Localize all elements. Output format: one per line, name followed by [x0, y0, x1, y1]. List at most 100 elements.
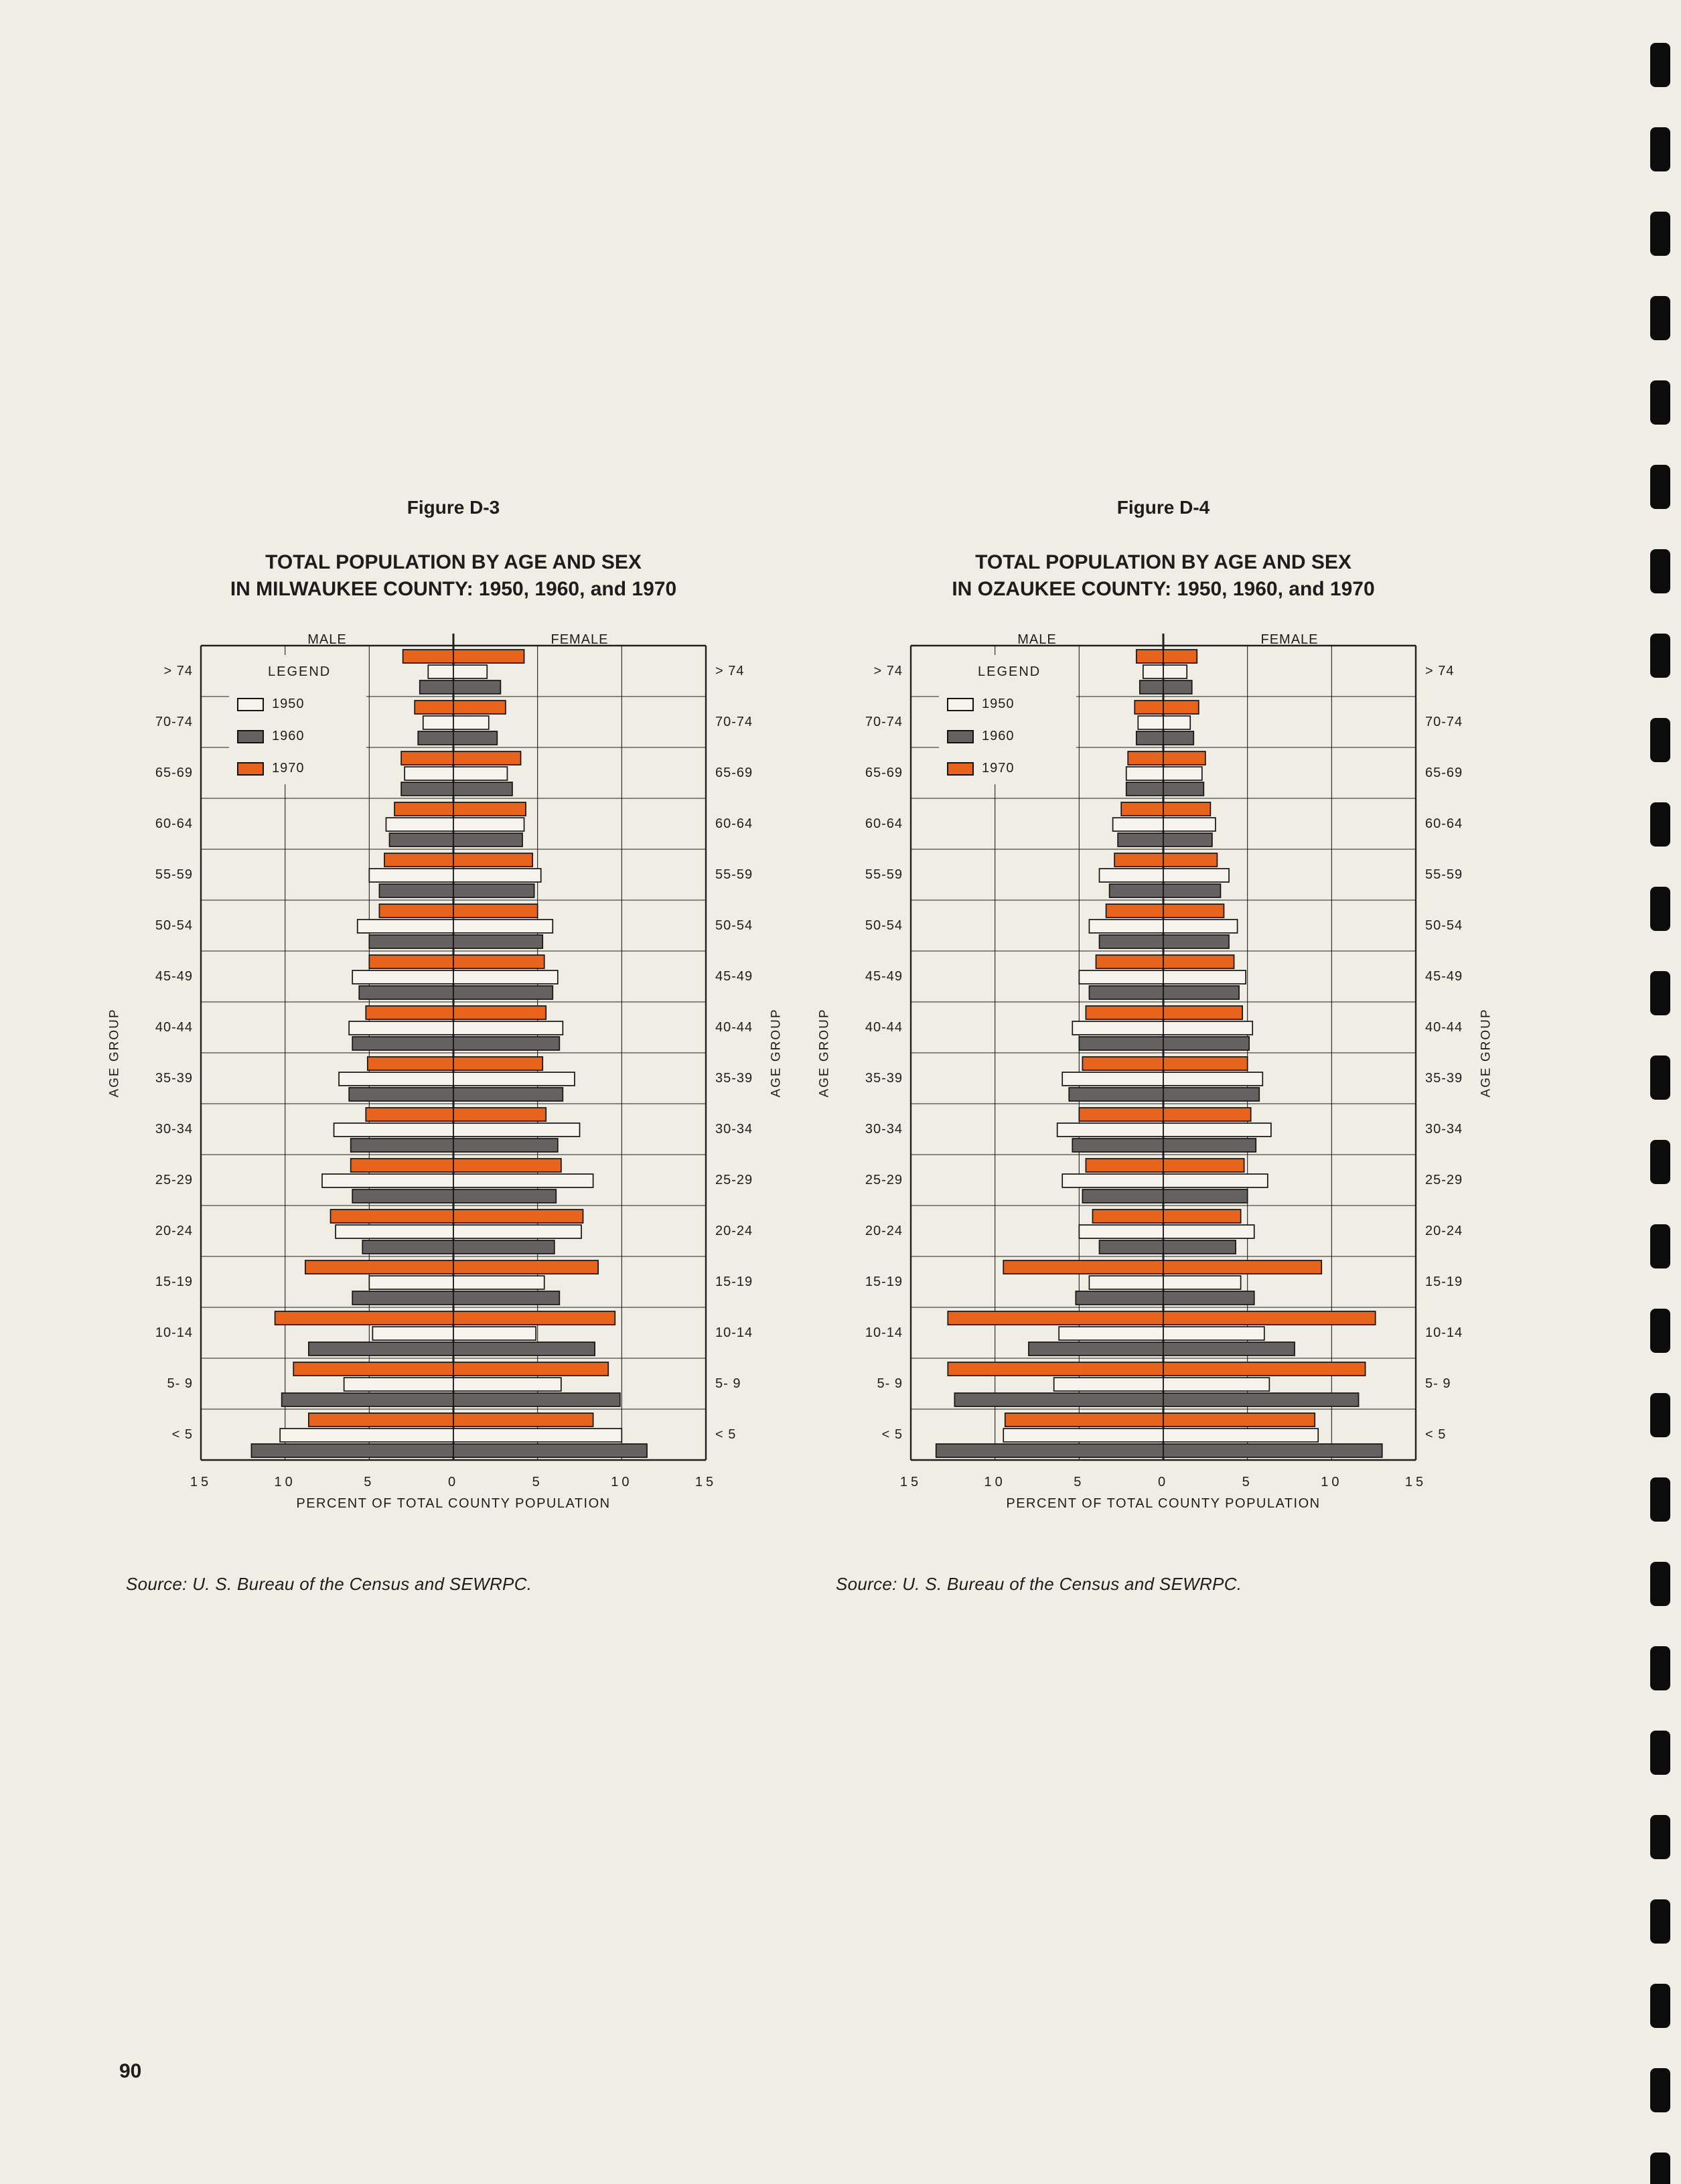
legend-label: 1960 [982, 729, 1015, 743]
bar-1960-male [1098, 934, 1164, 949]
bar-1960-female [1163, 1036, 1250, 1051]
bar-1960-female [453, 1341, 595, 1356]
bar-1970-male [1085, 1158, 1164, 1173]
bar-1950-female [453, 1021, 564, 1035]
source-citation: Source: U. S. Bureau of the Census and S… [836, 1574, 1242, 1594]
bar-1950-female [1163, 664, 1188, 679]
age-label-left: 45-49 [865, 968, 903, 984]
bar-1970-male [414, 700, 454, 715]
bar-1970-male [1003, 1260, 1164, 1275]
bar-1960-male [1139, 680, 1164, 695]
age-label-left: 60-64 [865, 816, 903, 831]
legend-swatch [947, 697, 974, 711]
bar-1960-male [281, 1392, 454, 1407]
binding-hole-mark [1650, 212, 1670, 256]
bar-1950-male [1072, 1021, 1164, 1035]
binding-hole-mark [1650, 2068, 1670, 2112]
bar-1950-male [422, 715, 454, 730]
legend-item-1950: 1950 [947, 697, 1076, 712]
x-tick: 5 [364, 1475, 375, 1489]
bar-1960-female [1163, 934, 1230, 949]
bar-1950-female [1163, 715, 1191, 730]
bar-1950-female [453, 1275, 545, 1290]
bar-1970-female [453, 1209, 584, 1224]
bar-1970-male [1127, 751, 1164, 766]
bar-1970-female [453, 1311, 616, 1325]
female-axis-label: FEMALE [1260, 632, 1319, 647]
bar-1970-male [1085, 1005, 1164, 1020]
source-citation: Source: U. S. Bureau of the Census and S… [126, 1574, 532, 1594]
age-label-right: 35-39 [1425, 1070, 1463, 1086]
bar-1970-female [453, 700, 506, 715]
age-label-right: > 74 [1425, 663, 1455, 678]
page-number: 90 [119, 2060, 142, 2082]
age-label-left: 25-29 [865, 1172, 903, 1187]
bar-1960-female [453, 1138, 559, 1153]
age-label-right: 50-54 [1425, 918, 1463, 933]
figure-title-line1: TOTAL POPULATION BY AGE AND SEX [975, 551, 1351, 573]
binding-hole-mark [1650, 718, 1670, 762]
age-label-right: 5- 9 [715, 1376, 741, 1391]
bar-1950-male [279, 1428, 454, 1443]
bar-1950-male [343, 1377, 454, 1392]
x-axis-ticks: 15 10 5 0 5 10 15 [900, 1475, 1423, 1492]
x-tick: 10 [274, 1475, 296, 1489]
bar-1970-male [947, 1311, 1164, 1325]
bar-1960-male [419, 680, 454, 695]
bar-1970-male [1114, 853, 1164, 867]
bar-1970-female [1163, 1107, 1252, 1122]
figure-title: TOTAL POPULATION BY AGE AND SEX IN OZAUK… [824, 549, 1503, 603]
bar-1960-female [1163, 1392, 1360, 1407]
x-tick: 15 [695, 1475, 717, 1489]
figure-title: TOTAL POPULATION BY AGE AND SEX IN MILWA… [114, 549, 793, 603]
age-label-left: 15-19 [865, 1274, 903, 1289]
bar-1950-female [453, 1072, 575, 1086]
bar-1970-female [1163, 1056, 1248, 1071]
bar-1970-female [1163, 751, 1206, 766]
age-label-left: 40-44 [155, 1019, 193, 1035]
binding-hole-mark [1650, 1731, 1670, 1775]
bar-1950-female [453, 1428, 623, 1443]
bar-1960-male [368, 934, 454, 949]
bar-1950-male [1125, 766, 1164, 781]
bar-1970-male [1004, 1412, 1164, 1427]
age-label-left: 30-34 [155, 1121, 193, 1137]
legend-label: 1950 [272, 697, 305, 711]
bar-1950-male [1088, 1275, 1164, 1290]
age-label-right: 25-29 [1425, 1172, 1463, 1187]
age-label-right: > 74 [715, 663, 745, 678]
bar-1970-female [1163, 1412, 1316, 1427]
age-label-left: 15-19 [155, 1274, 193, 1289]
age-label-right: 5- 9 [1425, 1376, 1451, 1391]
age-label-right: 20-24 [1425, 1223, 1463, 1238]
age-label-left: 70-74 [155, 714, 193, 729]
age-label-right: 60-64 [715, 816, 753, 831]
legend-swatch [947, 761, 974, 776]
bar-1950-male [368, 1275, 454, 1290]
binding-hole-mark [1650, 1646, 1670, 1690]
bar-1960-female [1163, 1240, 1236, 1254]
bar-1950-female [1163, 1072, 1264, 1086]
age-label-right: 65-69 [1425, 765, 1463, 780]
bar-1950-female [1163, 1224, 1255, 1239]
binding-hole-mark [1650, 127, 1670, 171]
bar-1960-male [362, 1240, 454, 1254]
bar-1950-male [1088, 919, 1164, 934]
bar-1970-female [1163, 1311, 1376, 1325]
age-label-right: 55-59 [1425, 867, 1463, 882]
bar-1970-male [378, 903, 454, 918]
binding-hole-mark [1650, 1140, 1670, 1184]
binding-hole-mark [1650, 802, 1670, 847]
age-label-right: 20-24 [715, 1223, 753, 1238]
age-label-left: 50-54 [865, 918, 903, 933]
bar-1960-male [400, 782, 454, 796]
bar-1970-male [366, 1056, 454, 1071]
bar-1960-male [308, 1341, 454, 1356]
bar-1970-female [453, 649, 525, 664]
binding-hole-mark [1650, 634, 1670, 678]
age-label-right: 10-14 [715, 1325, 753, 1340]
binding-hole-mark [1650, 296, 1670, 340]
age-label-left: 65-69 [865, 765, 903, 780]
x-tick: 5 [532, 1475, 543, 1489]
bar-1960-male [1098, 1240, 1164, 1254]
